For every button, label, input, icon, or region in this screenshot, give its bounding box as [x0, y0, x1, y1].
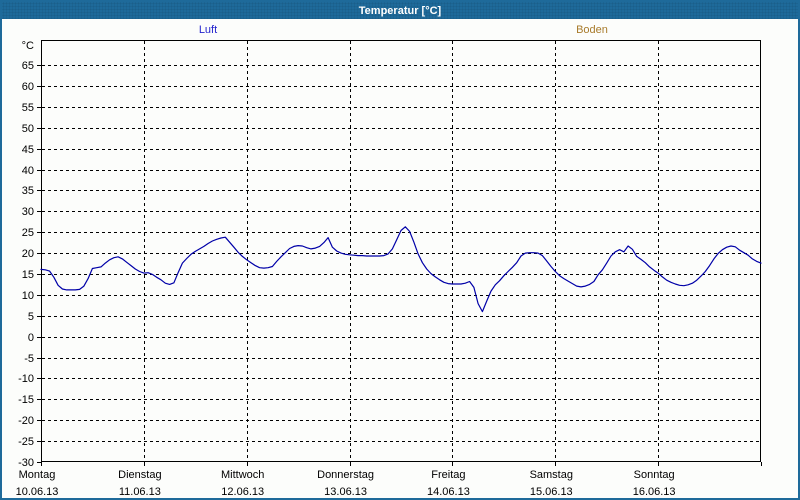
y-tick-label: -15: [18, 394, 34, 406]
date-label: 16.06.13: [633, 486, 676, 498]
legend-luft-label: Luft: [198, 24, 218, 36]
day-label: Freitag: [431, 469, 465, 481]
y-tick-label: 5: [28, 311, 34, 323]
y-tick-label: 0: [28, 332, 34, 344]
legend-item-luft: Luft: [178, 24, 238, 36]
y-tick-label: -10: [18, 373, 34, 385]
date-label: 13.06.13: [324, 486, 367, 498]
luft-series-line: [40, 226, 762, 313]
day-label: Donnerstag: [317, 469, 374, 481]
date-label: 11.06.13: [119, 486, 161, 498]
y-tick-label: 30: [22, 206, 34, 218]
plot-border: [41, 40, 761, 462]
y-tick-label: 60: [22, 81, 34, 93]
temperature-chart: 65605550454035302520151050-5-10-15-20-25…: [16, 40, 762, 498]
day-label: Mittwoch: [221, 469, 264, 481]
y-tick-label: 20: [22, 248, 34, 260]
y-tick-label: -20: [18, 415, 34, 427]
y-tick-label: 10: [22, 290, 34, 302]
y-tick-label: -5: [24, 353, 34, 365]
day-label: Montag: [19, 469, 56, 481]
y-tick-label: 65: [22, 60, 34, 72]
y-axis-unit-label: °C: [22, 40, 34, 52]
day-label: Sonntag: [634, 469, 675, 481]
y-tick-label: 25: [22, 227, 34, 239]
legend-item-boden: Boden: [562, 24, 622, 36]
date-label: 10.06.13: [16, 486, 59, 498]
date-label: 15.06.13: [530, 486, 573, 498]
legend-boden-label: Boden: [576, 24, 608, 36]
window-titlebar[interactable]: Temperatur [°C]: [2, 2, 798, 19]
day-label: Samstag: [530, 469, 573, 481]
chart-panel: Luft Boden 65 60 55 50 45 40 35 30 25 20 15 10 5 0 -5-…: [2, 19, 798, 498]
y-tick-label: 45: [22, 144, 34, 156]
y-tick-label: 50: [22, 123, 34, 135]
y-tick-label: -30: [18, 457, 34, 469]
y-tick-label: 15: [22, 269, 34, 281]
day-label: Dienstag: [118, 469, 161, 481]
y-tick-label: -25: [18, 436, 34, 448]
date-label: 14.06.13: [427, 486, 470, 498]
y-tick-label: 35: [22, 185, 34, 197]
y-tick-label: 40: [22, 165, 34, 177]
date-label: 12.06.13: [221, 486, 264, 498]
y-tick-label: 55: [22, 102, 34, 114]
window-title: Temperatur [°C]: [358, 4, 442, 17]
